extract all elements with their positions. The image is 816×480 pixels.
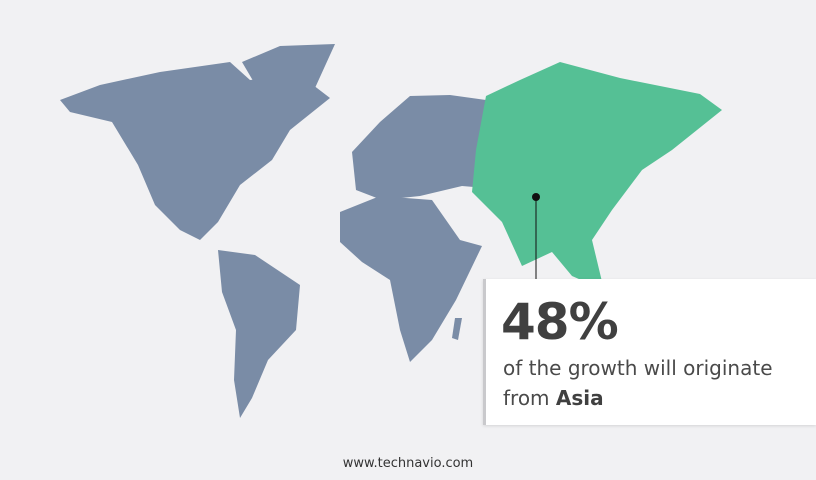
footer-site: www.technavio.com	[342, 456, 474, 471]
callout-text: of the growth will originate	[503, 356, 773, 380]
callout-dot	[532, 193, 540, 201]
greenland	[242, 44, 335, 122]
callout-card: 48% of the growth will originate from As…	[483, 279, 816, 425]
europe	[352, 95, 486, 200]
callout-description: of the growth will originate from Asia	[503, 353, 773, 413]
north-america	[60, 62, 330, 240]
south-america	[218, 250, 300, 418]
callout-region: Asia	[555, 386, 604, 410]
madagascar	[452, 318, 462, 340]
africa	[340, 196, 482, 362]
callout-from: from	[503, 386, 550, 410]
growth-percentage: 48%	[501, 293, 619, 351]
asia-highlighted	[472, 62, 722, 290]
